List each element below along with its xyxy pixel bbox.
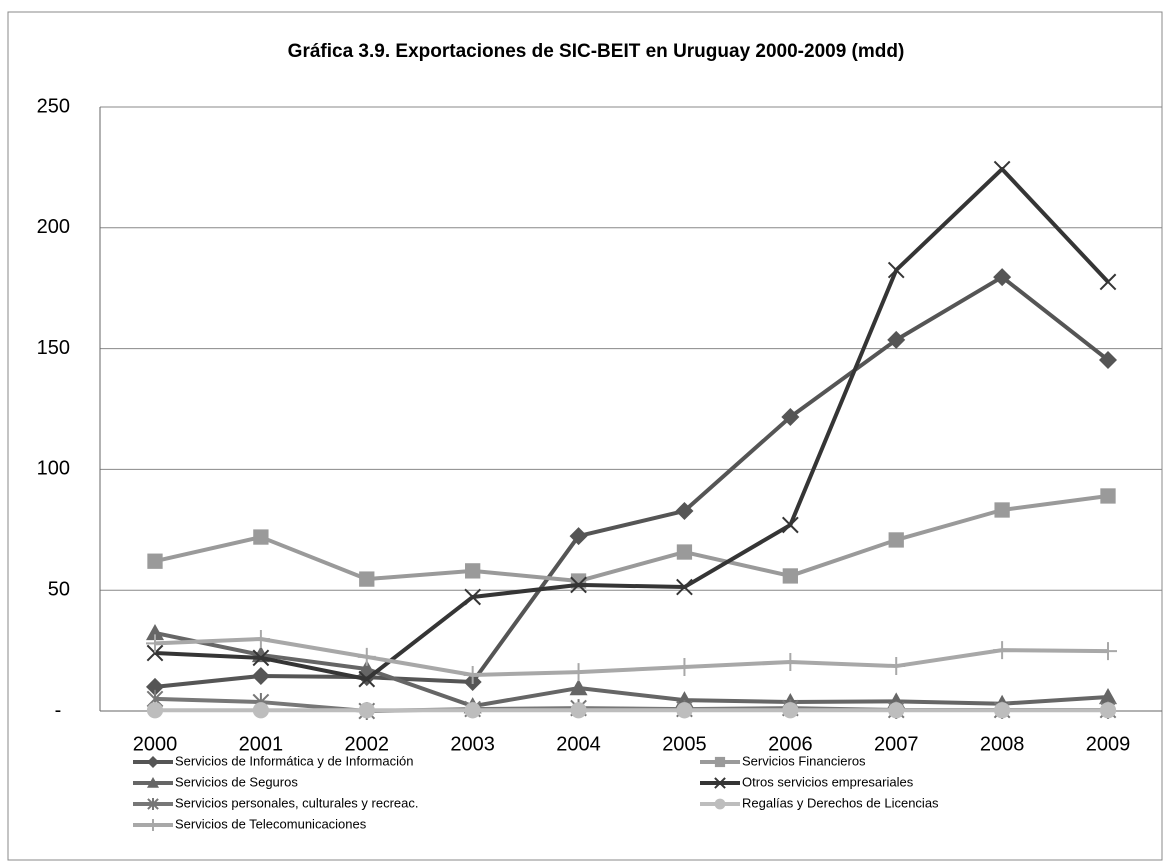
legend-marker [147, 798, 159, 810]
x-tick-label: 2003 [450, 733, 495, 755]
legend-marker [714, 798, 726, 810]
marker [1099, 350, 1117, 369]
marker [1100, 488, 1116, 504]
chart-frame [7, 11, 1163, 861]
marker [359, 571, 375, 587]
marker [465, 563, 481, 579]
series-line [154, 275, 1110, 689]
legend-label: Servicios de Informática y de Informació… [175, 753, 413, 768]
marker [251, 666, 270, 685]
x-tick-label: 2000 [133, 733, 178, 755]
x-tick-label: 2001 [239, 733, 284, 755]
y-tick-label: - [55, 699, 62, 721]
marker [146, 702, 164, 719]
legend-item: Servicios de Seguros [133, 774, 298, 789]
x-tick-label: 2002 [345, 733, 390, 755]
marker [251, 630, 270, 649]
y-tick-label: 250 [37, 95, 70, 117]
marker [781, 407, 800, 426]
marker [676, 702, 693, 719]
legend-marker [147, 777, 159, 788]
legend-marker [714, 777, 726, 789]
marker [569, 679, 588, 696]
legend-marker [714, 756, 726, 768]
marker [781, 516, 799, 534]
marker [357, 647, 376, 666]
series-line [154, 493, 1109, 584]
marker [994, 502, 1010, 518]
x-tick-label: 2006 [768, 733, 813, 755]
y-tick-label: 100 [37, 458, 70, 480]
legend-label: Servicios Financieros [742, 753, 866, 768]
marker [994, 702, 1011, 719]
marker [782, 568, 798, 584]
marker [463, 666, 482, 685]
legend-item: Servicios personales, culturales y recre… [133, 795, 419, 810]
series-line [154, 167, 1110, 682]
x-tick-label: 2008 [980, 733, 1025, 755]
marker [358, 702, 375, 719]
legend-marker [147, 756, 159, 768]
legend-item: Servicios de Informática y de Informació… [133, 753, 413, 768]
marker [888, 702, 905, 719]
marker [1099, 273, 1117, 291]
marker [464, 588, 482, 606]
marker [252, 702, 269, 719]
x-tick-label: 2005 [662, 733, 707, 755]
chart-title: Gráfica 3.9. Exportaciones de SIC-BEIT e… [288, 41, 905, 62]
marker [993, 641, 1012, 660]
marker [146, 634, 164, 653]
legend-label: Regalías y Derechos de Licencias [742, 795, 939, 810]
x-tick-label: 2007 [874, 733, 919, 755]
marker [675, 658, 694, 677]
legend-item: Otros servicios empresariales [700, 774, 914, 789]
marker [1099, 702, 1117, 719]
marker [357, 659, 376, 677]
marker [887, 657, 906, 676]
x-tick-label: 2004 [556, 733, 601, 755]
marker [146, 677, 164, 696]
legend-marker [147, 819, 159, 831]
y-tick-label: 200 [37, 216, 70, 238]
legend-label: Servicios personales, culturales y recre… [175, 795, 419, 810]
y-tick-label: 150 [37, 337, 70, 359]
marker [252, 649, 270, 667]
series-line [154, 637, 1109, 678]
marker [569, 663, 588, 682]
marker [676, 544, 693, 560]
x-tick-label: 2009 [1086, 733, 1131, 755]
legend-item: Servicios de Telecomunicaciones [133, 816, 367, 831]
legend-label: Servicios de Seguros [175, 774, 298, 789]
legend-item: Regalías y Derechos de Licencias [700, 795, 939, 810]
series-line [154, 631, 1109, 709]
marker [570, 702, 587, 719]
marker [1099, 642, 1117, 661]
marker [1099, 687, 1117, 705]
marker [888, 532, 904, 548]
marker [146, 644, 164, 662]
legend-label: Otros servicios empresariales [742, 774, 914, 789]
marker [253, 529, 269, 545]
marker [358, 670, 376, 688]
marker [993, 160, 1011, 178]
marker [570, 576, 587, 594]
marker [146, 623, 164, 641]
marker [464, 702, 481, 719]
marker [147, 553, 163, 569]
marker [781, 652, 800, 671]
marker [569, 527, 588, 546]
marker [887, 261, 905, 279]
legend-label: Servicios de Telecomunicaciones [175, 816, 367, 831]
marker [993, 268, 1012, 287]
marker [675, 501, 694, 520]
marker [782, 702, 799, 719]
marker [676, 578, 693, 596]
marker [887, 330, 906, 349]
y-tick-label: 50 [48, 578, 70, 600]
legend-item: Servicios Financieros [700, 753, 866, 768]
